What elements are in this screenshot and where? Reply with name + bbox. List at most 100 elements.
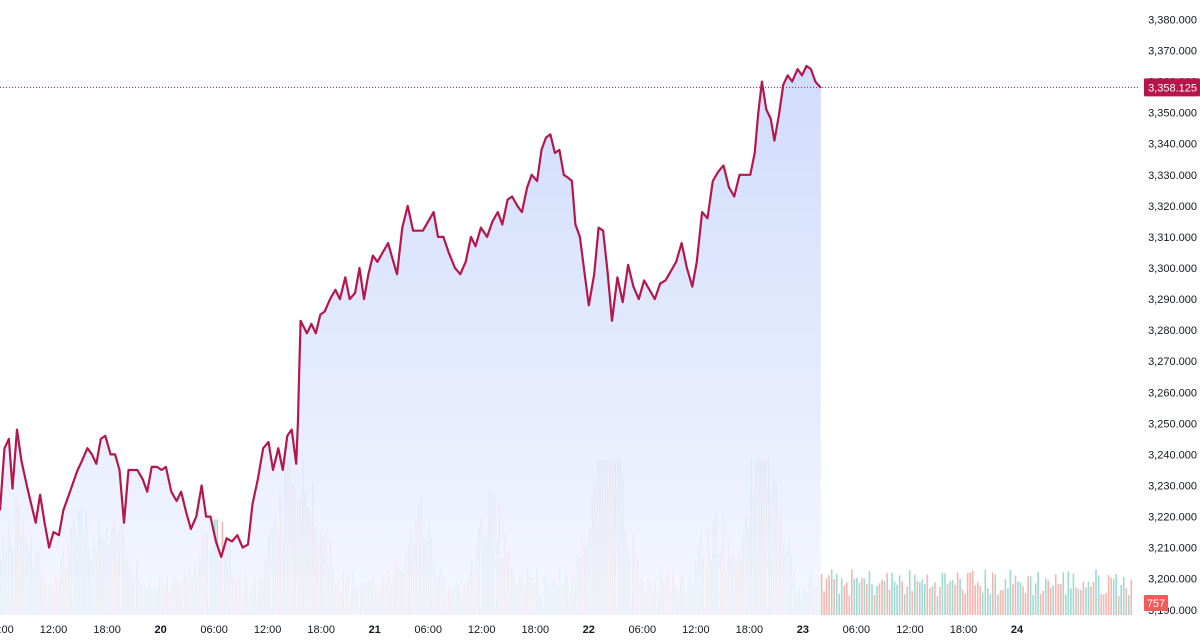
volume-bar	[934, 582, 936, 615]
volume-bar	[820, 574, 823, 615]
x-tick-label: 18:00	[736, 624, 764, 636]
volume-bar	[1092, 581, 1095, 615]
volume-bar	[969, 572, 971, 615]
volume-bar	[896, 585, 898, 615]
volume-bar	[987, 588, 989, 615]
volume-bar	[1052, 585, 1054, 615]
last-price-badge-bg	[1144, 78, 1200, 97]
volume-bar	[893, 581, 896, 615]
volume-bar	[1072, 573, 1075, 615]
volume-bar	[939, 587, 941, 615]
volume-bar	[1027, 576, 1029, 615]
x-tick-label: 20	[154, 624, 166, 636]
volume-bar	[1128, 595, 1130, 615]
volume-bar	[858, 583, 861, 615]
volume-bar	[919, 581, 921, 615]
volume-bar	[926, 574, 929, 615]
volume-bar	[1065, 594, 1067, 615]
x-tick-label: 12:00	[682, 624, 710, 636]
volume-bar	[1029, 576, 1032, 615]
y-tick-label: 3,210.000	[1148, 543, 1197, 555]
volume-bar	[906, 586, 908, 615]
volume-bar	[886, 572, 888, 615]
x-tick-label: 06:00	[0, 624, 14, 636]
volume-bar	[1095, 569, 1097, 615]
volume-bar	[929, 588, 931, 615]
volume-bar	[846, 582, 848, 615]
x-tick-label: 23	[797, 624, 809, 636]
volume-bar	[823, 591, 825, 615]
y-axis: 3,380.0003,370.0003,360.0003,350.0003,34…	[1148, 14, 1197, 616]
x-tick-label: 18:00	[307, 624, 335, 636]
x-tick-label: 18:00	[950, 624, 978, 636]
price-line	[0, 64, 822, 559]
volume-bar	[997, 594, 999, 615]
volume-bar	[974, 585, 976, 615]
volume-badge-bg	[1144, 595, 1168, 611]
y-tick-label: 3,240.000	[1148, 449, 1197, 461]
volume-bar	[941, 572, 944, 615]
volume-bar	[840, 578, 843, 615]
volume-bar	[873, 594, 876, 615]
volume-bar	[1002, 590, 1004, 615]
volume-bar	[848, 595, 851, 615]
volume-bar	[863, 578, 866, 615]
last-price-badge: 3,358.125	[1144, 78, 1200, 97]
volume-bar	[911, 590, 913, 615]
volume-bar	[1037, 572, 1039, 615]
volume-bar	[979, 586, 981, 615]
volume-bar	[1085, 587, 1087, 615]
volume-bar	[992, 572, 994, 615]
last-price-label: 3,358.125	[1148, 82, 1197, 94]
x-tick-label: 06:00	[200, 624, 228, 636]
volume-bar	[1062, 572, 1065, 615]
volume-bar	[1097, 575, 1100, 615]
y-tick-label: 3,290.000	[1148, 294, 1197, 306]
volume-badge-label: 757	[1147, 598, 1165, 610]
volume-bar	[1007, 588, 1009, 615]
volume-bar	[999, 590, 1002, 615]
volume-bar	[1077, 588, 1080, 615]
volume-bar	[833, 578, 835, 615]
volume-bar	[1022, 586, 1024, 615]
volume-bar	[1004, 579, 1007, 615]
volume-bar	[1014, 575, 1017, 615]
volume-bar	[951, 580, 954, 615]
volume-bar	[1044, 578, 1047, 615]
volume-bar	[838, 593, 840, 615]
volume-bar	[1100, 594, 1102, 615]
volume-bar	[1009, 570, 1012, 615]
volume-bar	[981, 592, 984, 615]
volume-bar	[994, 574, 997, 615]
volume-bar	[1075, 587, 1077, 615]
volume-bar	[835, 573, 838, 615]
volume-bar	[1017, 581, 1019, 615]
volume-bar	[1130, 579, 1133, 615]
volume-bar	[1019, 582, 1022, 615]
y-tick-label: 3,310.000	[1148, 232, 1197, 244]
volume-bar	[1110, 577, 1112, 615]
volume-bar	[1087, 581, 1090, 615]
x-tick-label: 18:00	[93, 624, 121, 636]
volume-bar	[936, 596, 939, 615]
volume-bar	[956, 572, 959, 615]
x-tick-label: 06:00	[414, 624, 442, 636]
volume-bar	[1122, 577, 1125, 615]
volume-bar	[866, 584, 868, 615]
volume-bar	[1115, 574, 1117, 615]
volume-bar	[961, 589, 964, 615]
volume-bar	[883, 580, 886, 615]
volume-bar	[861, 577, 863, 615]
volume-bar	[949, 581, 951, 615]
x-tick-label: 22	[583, 624, 595, 636]
volume-bar	[931, 586, 934, 615]
volume-bar	[1070, 588, 1072, 615]
volume-bar	[851, 569, 853, 615]
x-tick-label: 12:00	[896, 624, 924, 636]
volume-bar	[916, 580, 919, 615]
y-tick-label: 3,270.000	[1148, 356, 1197, 368]
volume-bar	[921, 579, 924, 615]
volume-bar	[878, 583, 881, 615]
